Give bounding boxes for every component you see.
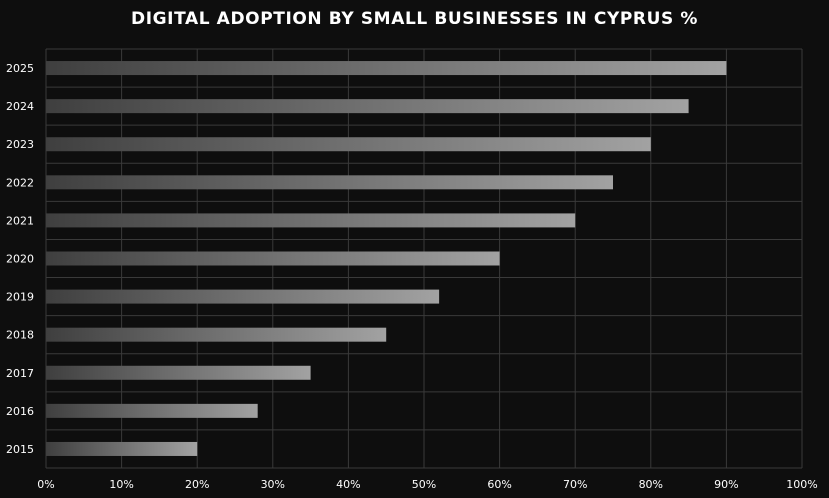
bar-2023 — [46, 137, 651, 152]
y-tick-label: 2021 — [6, 214, 34, 227]
y-tick-label: 2018 — [6, 329, 34, 342]
x-tick-label: 10% — [109, 478, 133, 491]
x-tick-labels: 0% 10% 20% 30% 40% 50% 60% 70% 80% 90% 100% — [37, 478, 817, 491]
x-tick-label: 0% — [37, 478, 54, 491]
y-tick-label: 2022 — [6, 176, 34, 189]
bar-2022 — [46, 175, 613, 190]
bar-2020 — [46, 251, 500, 266]
x-tick-label: 100% — [786, 478, 817, 491]
y-tick-label: 2019 — [6, 291, 34, 304]
y-tick-label: 2025 — [6, 62, 34, 75]
chart-title: DIGITAL ADOPTION BY SMALL BUSINESSES IN … — [130, 9, 699, 29]
bar-2018 — [46, 327, 387, 342]
y-tick-label: 2015 — [6, 443, 34, 456]
x-tick-label: 50% — [412, 478, 436, 491]
x-tick-label: 40% — [336, 478, 360, 491]
x-tick-label: 90% — [714, 478, 738, 491]
bar-2021 — [46, 213, 576, 228]
y-tick-label: 2017 — [6, 367, 34, 380]
y-tick-labels: 2025 2024 2023 2022 2021 2020 2019 2018 2017 2016… — [6, 62, 34, 456]
bar-2025 — [46, 61, 727, 76]
x-tick-label: 20% — [185, 478, 209, 491]
bar-2024 — [46, 99, 689, 114]
bar-2019 — [46, 289, 440, 304]
bar-2016 — [46, 403, 258, 418]
bars — [46, 61, 727, 456]
bar-2017 — [46, 365, 311, 380]
x-tick-label: 60% — [487, 478, 511, 491]
x-tick-label: 80% — [639, 478, 663, 491]
y-tick-label: 2020 — [6, 253, 34, 266]
y-tick-label: 2016 — [6, 405, 34, 418]
bar-2015 — [46, 441, 198, 456]
x-tick-label: 30% — [261, 478, 285, 491]
x-tick-label: 70% — [563, 478, 587, 491]
y-tick-label: 2023 — [6, 138, 34, 151]
y-tick-label: 2024 — [6, 100, 34, 113]
